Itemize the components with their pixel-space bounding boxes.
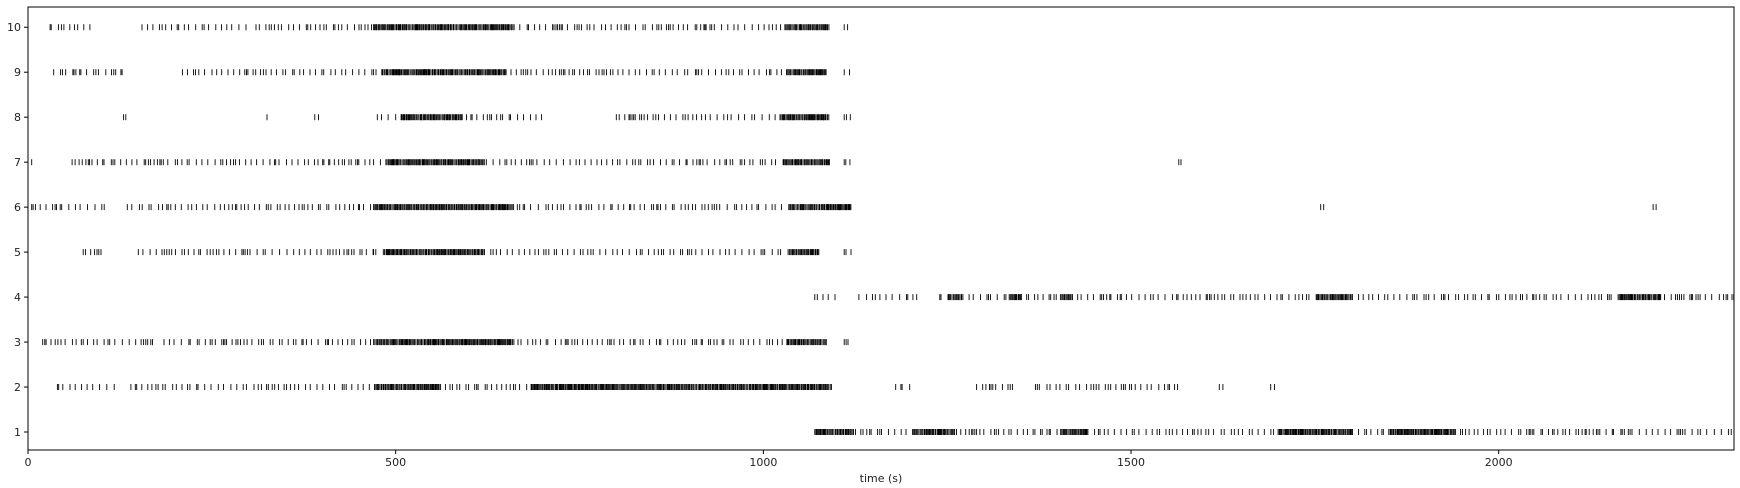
x-tick-label: 1500: [1117, 456, 1145, 469]
y-tick-label: 7: [14, 156, 21, 169]
event-marks: [27, 24, 1735, 435]
y-tick-label: 9: [14, 66, 21, 79]
series-row-6: [31, 204, 1657, 211]
series-row-1: [814, 429, 1732, 435]
series-row-10: [49, 24, 849, 31]
series-row-8: [123, 114, 851, 121]
y-tick-label: 3: [14, 336, 21, 349]
y-tick-label: 4: [14, 291, 21, 304]
plot-frame: [27, 6, 1735, 451]
x-tick-label: 500: [385, 456, 406, 469]
series-row-4: [814, 294, 1735, 301]
x-tick-label: 2000: [1485, 456, 1513, 469]
x-axis: 0 500 1000 1500 2000: [25, 450, 1513, 469]
y-tick-label: 6: [14, 201, 21, 214]
y-axis: 1 2 3 4 5 6 7 8 9 10: [7, 21, 28, 439]
x-axis-title: time (s): [860, 472, 903, 485]
series-row-5: [82, 249, 852, 256]
y-tick-label: 2: [14, 381, 21, 394]
x-tick-label: 1000: [749, 456, 777, 469]
x-tick-label: 0: [25, 456, 32, 469]
series-row-2: [56, 384, 1275, 390]
y-tick-label: 5: [14, 246, 21, 259]
series-row-3: [42, 339, 849, 346]
series-row-7: [27, 159, 1182, 166]
y-tick-label: 1: [14, 426, 21, 439]
y-tick-label: 8: [14, 111, 21, 124]
y-tick-label: 10: [7, 21, 21, 34]
series-row-9: [53, 69, 850, 76]
plot-background: [28, 7, 1734, 450]
